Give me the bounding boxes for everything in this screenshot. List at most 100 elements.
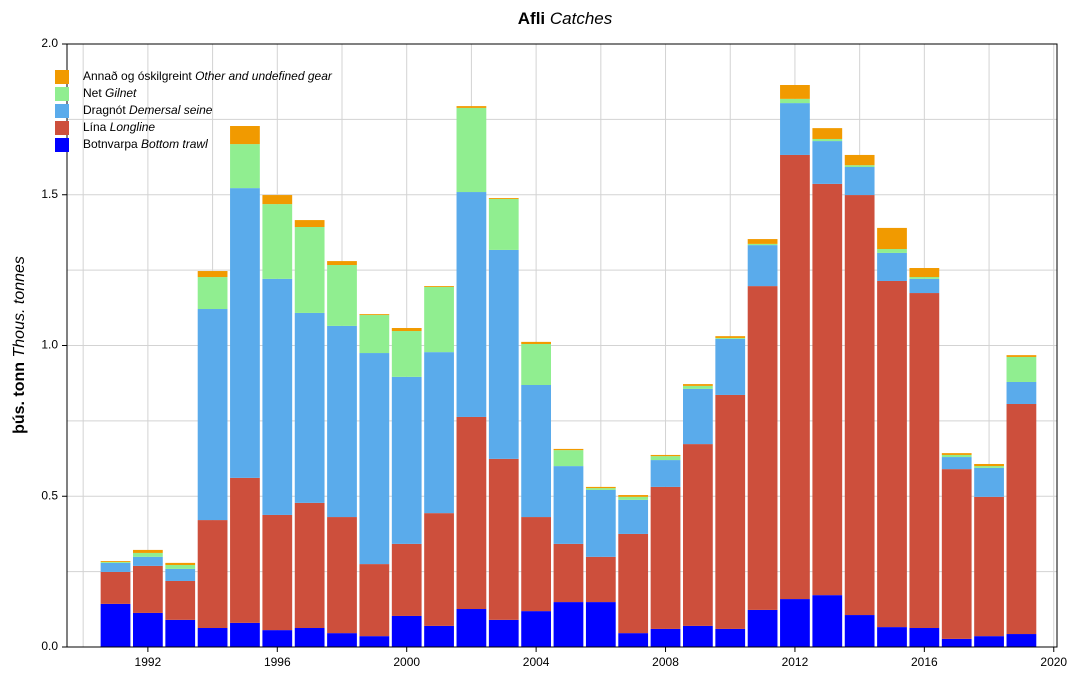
bar-segment bbox=[618, 499, 649, 534]
bar-segment bbox=[618, 533, 649, 634]
bar-segment bbox=[844, 154, 875, 166]
bar-segment bbox=[877, 249, 907, 253]
bar-segment bbox=[521, 611, 551, 647]
bar-segment bbox=[165, 562, 196, 565]
x-tick-label: 2000 bbox=[393, 655, 420, 669]
bar-segment bbox=[424, 513, 454, 626]
legend-swatch bbox=[55, 121, 69, 135]
bar-segment bbox=[909, 293, 940, 629]
bar-segment bbox=[230, 144, 260, 189]
bar-segment bbox=[812, 183, 843, 596]
bar-segment bbox=[747, 243, 778, 246]
bar-segment bbox=[424, 352, 454, 514]
bar-segment bbox=[424, 286, 454, 288]
x-tick-label: 1992 bbox=[135, 655, 162, 669]
bar-segment bbox=[780, 154, 810, 600]
y-tick-label: 1.0 bbox=[41, 338, 58, 352]
bar-segment bbox=[877, 627, 907, 647]
legend-name-en: Other and undefined gear bbox=[195, 69, 333, 83]
bar-segment bbox=[553, 450, 584, 467]
bar-segment bbox=[780, 599, 810, 647]
bar-segment bbox=[909, 277, 940, 279]
bar-segment bbox=[974, 466, 1004, 468]
bar-segment bbox=[844, 167, 875, 196]
bar-segment bbox=[262, 278, 293, 515]
legend-name-en: Gilnet bbox=[105, 86, 137, 100]
bar-segment bbox=[844, 615, 875, 647]
bar-segment bbox=[715, 337, 746, 339]
bar-segment bbox=[327, 325, 357, 518]
bar-segment bbox=[683, 625, 713, 647]
bar-segment bbox=[683, 388, 713, 445]
legend-swatch bbox=[55, 87, 69, 101]
bar-segment bbox=[456, 107, 487, 193]
bar-segment bbox=[618, 495, 649, 497]
bar-segment bbox=[1006, 381, 1037, 404]
bar-segment bbox=[391, 615, 422, 647]
chart-title: Afli Catches bbox=[518, 9, 613, 28]
bar-segment bbox=[165, 568, 196, 581]
bar-segment bbox=[521, 341, 551, 344]
bar-segment bbox=[780, 85, 810, 99]
bar-segment bbox=[974, 467, 1004, 497]
bar-segment bbox=[327, 517, 357, 634]
bar-segment bbox=[585, 489, 616, 557]
ylabel-main: þús. tonn bbox=[11, 362, 28, 434]
bar-segment bbox=[553, 602, 584, 647]
bar-segment bbox=[359, 315, 390, 354]
bar-segment bbox=[456, 192, 487, 417]
bar-segment bbox=[456, 609, 487, 647]
ylabel-en: Thous. tonnes bbox=[11, 256, 28, 357]
title-en: Catches bbox=[550, 9, 613, 28]
bar-segment bbox=[650, 486, 681, 629]
bar-segment bbox=[941, 469, 972, 639]
bar-segment bbox=[197, 628, 228, 647]
bar-segment bbox=[1006, 356, 1037, 382]
bar-segment bbox=[715, 338, 746, 395]
y-axis-label: þús. tonn Thous. tonnes bbox=[11, 256, 28, 434]
bar-segment bbox=[133, 549, 163, 553]
bar-segment bbox=[909, 278, 940, 294]
bar-segment bbox=[488, 458, 519, 620]
bar-segment bbox=[585, 556, 616, 603]
bar-segment bbox=[909, 628, 940, 647]
legend-swatch bbox=[55, 138, 69, 152]
bar-segment bbox=[1006, 355, 1037, 357]
legend-label: Botnvarpa Bottom trawl bbox=[83, 137, 208, 151]
bar-segment bbox=[133, 556, 163, 566]
legend-swatch bbox=[55, 70, 69, 84]
plot-frame bbox=[66, 43, 1058, 648]
bar-segment bbox=[941, 638, 972, 647]
bar-segment bbox=[650, 454, 681, 457]
bar-segment bbox=[165, 564, 196, 569]
bar-segment bbox=[100, 603, 131, 647]
legend-name: Botnvarpa bbox=[83, 137, 138, 151]
y-tick-label: 1.5 bbox=[41, 187, 58, 201]
bar-segment bbox=[780, 103, 810, 155]
bar-segment bbox=[521, 384, 551, 518]
bar-segment bbox=[650, 460, 681, 487]
legend-label: Net Gilnet bbox=[83, 86, 137, 100]
x-tick-label: 1996 bbox=[264, 655, 291, 669]
bar-segment bbox=[812, 595, 843, 647]
y-tick-label: 0.0 bbox=[41, 639, 58, 653]
legend-label: Dragnót Demersal seine bbox=[83, 103, 213, 117]
bar-segment bbox=[359, 564, 390, 637]
bar-segment bbox=[877, 227, 907, 250]
bar-segment bbox=[650, 456, 681, 461]
bar-segment bbox=[488, 619, 519, 647]
bar-segment bbox=[812, 138, 843, 142]
bar-segment bbox=[715, 336, 746, 338]
x-tick-label: 2008 bbox=[652, 655, 679, 669]
bar-segment bbox=[553, 543, 584, 603]
bar-segment bbox=[197, 309, 228, 521]
bar-segment bbox=[585, 602, 616, 647]
bar-segment bbox=[488, 249, 519, 459]
bar-segment bbox=[294, 220, 325, 228]
bar-segment bbox=[747, 245, 778, 287]
bar-segment bbox=[100, 561, 131, 562]
bar-segment bbox=[294, 227, 325, 313]
bar-segment bbox=[812, 128, 843, 139]
bar-segment bbox=[197, 277, 228, 310]
